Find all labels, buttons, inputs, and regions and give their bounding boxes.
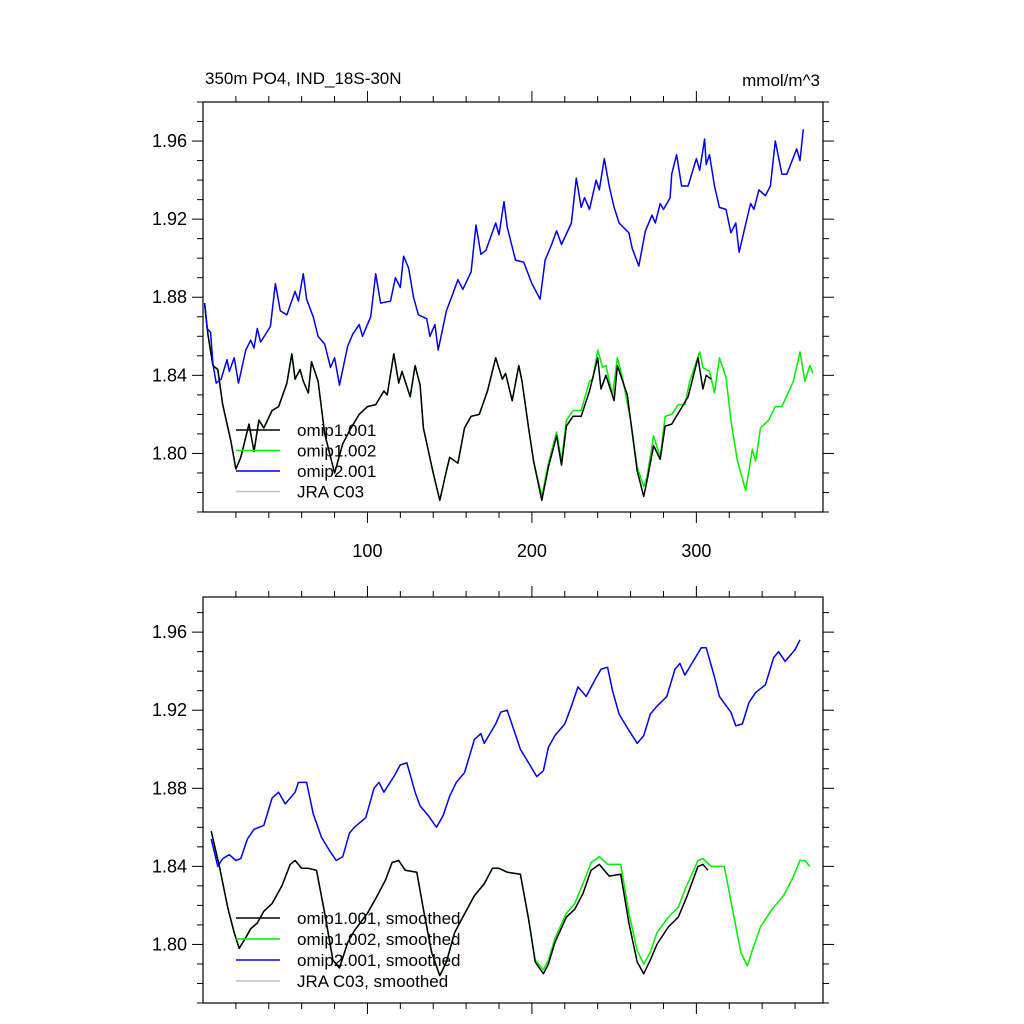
legend-label: omip1.001 — [297, 421, 376, 440]
legend-label: omip2.001 — [297, 462, 376, 481]
chart-title: 350m PO4, IND_18S-30N — [205, 69, 402, 88]
y-tick-label: 1.96 — [152, 131, 187, 151]
y-tick-label: 1.92 — [152, 209, 187, 229]
series-line-omip2-001-smoothed — [210, 639, 801, 868]
series-line-omip1-001-smoothed — [210, 831, 709, 977]
top-panel: 1.80 1.84 1.88 1.92 1.96 100 200 300 omip1.001 om… — [152, 91, 834, 561]
y-tick-label: 1.96 — [152, 622, 187, 642]
y-tick-label: 1.80 — [152, 934, 187, 954]
legend-label: JRA C03, smoothed — [297, 972, 448, 991]
x-tick-label: 300 — [681, 541, 711, 561]
x-tick-label: 200 — [517, 541, 547, 561]
y-tick-label: 1.88 — [152, 778, 187, 798]
legend-label: omip2.001, smoothed — [297, 951, 461, 970]
legend-label: omip1.002, smoothed — [297, 930, 461, 949]
plot-frame — [202, 596, 824, 1004]
y-tick-label: 1.84 — [152, 365, 187, 385]
y-tick-label: 1.92 — [152, 700, 187, 720]
legend-label: omip1.001, smoothed — [297, 909, 461, 928]
units-label: mmol/m^3 — [742, 71, 820, 90]
y-tick-label: 1.88 — [152, 287, 187, 307]
x-tick-label: 100 — [352, 541, 382, 561]
series-line-omip1-001 — [203, 303, 712, 502]
y-tick-label: 1.80 — [152, 443, 187, 463]
y-tick-label: 1.84 — [152, 856, 187, 876]
legend-label: omip1.002 — [297, 442, 376, 461]
series-line-omip2-001 — [203, 129, 805, 386]
plot-frame — [202, 101, 824, 513]
bottom-panel-smoothed: 1.80 1.84 1.88 1.92 1.96 omip1.001, smoothed o… — [152, 586, 834, 1014]
legend-label: JRA C03 — [297, 483, 364, 502]
